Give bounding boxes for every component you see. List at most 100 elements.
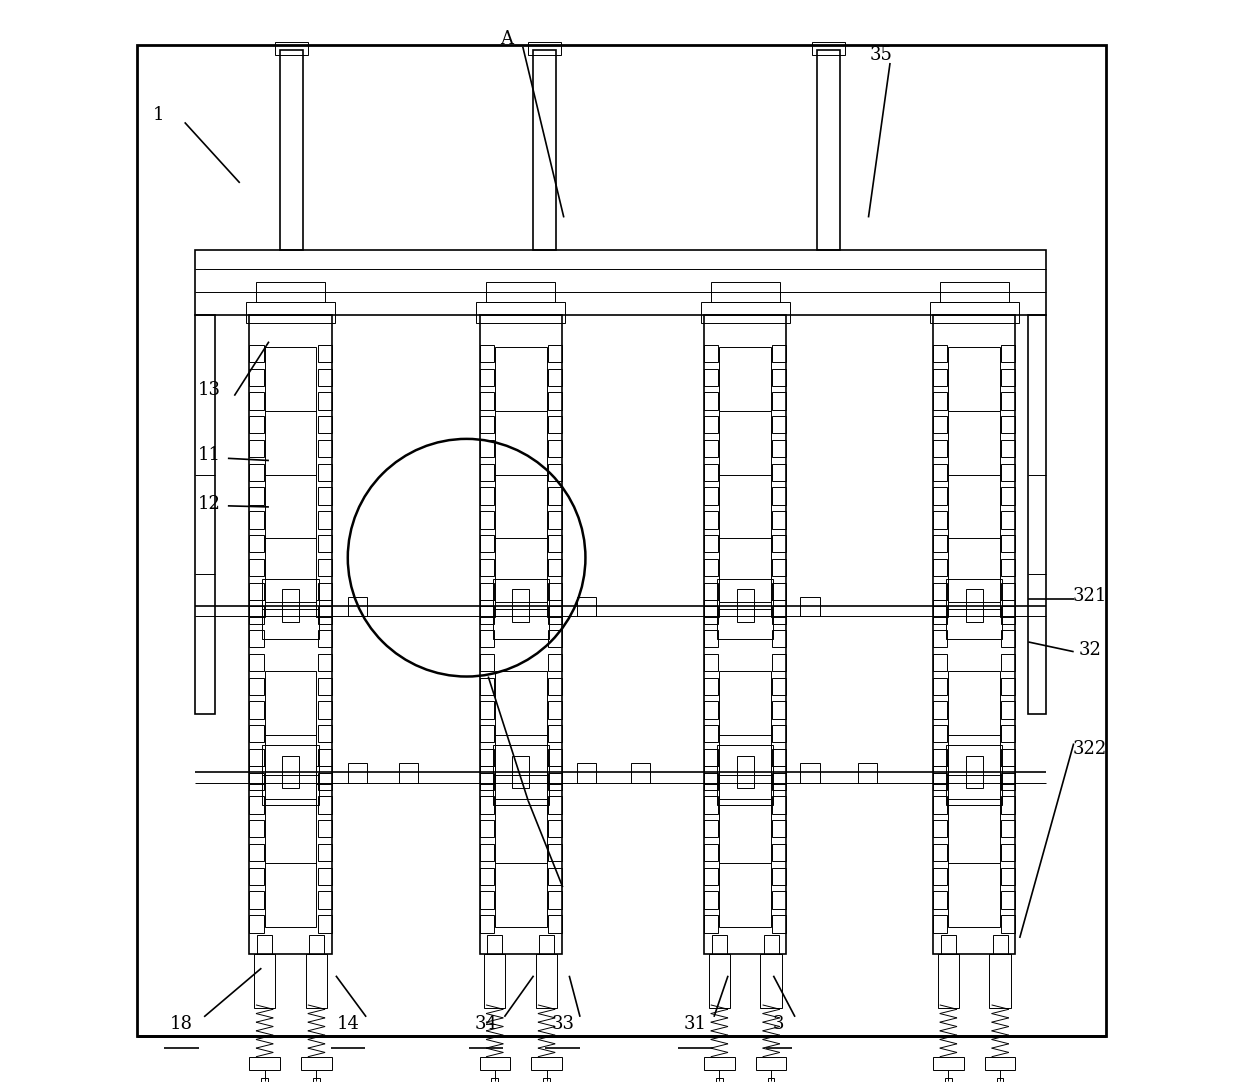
- Bar: [1028, 315, 1045, 715]
- Bar: [480, 654, 494, 671]
- Bar: [138, 44, 1106, 1036]
- Bar: [1002, 535, 1016, 552]
- Bar: [480, 844, 494, 861]
- Bar: [704, 511, 718, 529]
- Bar: [548, 772, 562, 790]
- Bar: [317, 487, 331, 505]
- Bar: [934, 654, 947, 671]
- Bar: [704, 392, 718, 409]
- Bar: [1002, 678, 1016, 695]
- Bar: [263, 745, 319, 806]
- Bar: [305, 954, 327, 1008]
- Bar: [486, 283, 556, 302]
- Bar: [548, 891, 562, 909]
- Bar: [249, 392, 264, 409]
- Bar: [249, 440, 264, 457]
- Bar: [773, 654, 786, 671]
- Bar: [812, 42, 844, 55]
- Bar: [317, 820, 331, 837]
- Bar: [249, 891, 264, 909]
- Bar: [196, 315, 215, 715]
- Bar: [773, 511, 786, 529]
- Bar: [934, 796, 947, 813]
- Bar: [990, 954, 1011, 1008]
- Bar: [930, 302, 1018, 324]
- Bar: [773, 606, 786, 624]
- Bar: [1002, 796, 1016, 813]
- Bar: [737, 756, 754, 788]
- Text: 321: 321: [1073, 587, 1107, 604]
- Bar: [934, 583, 947, 600]
- Bar: [480, 726, 494, 743]
- Bar: [257, 935, 272, 954]
- Bar: [532, 50, 557, 250]
- Bar: [704, 820, 718, 837]
- Bar: [704, 487, 718, 505]
- Bar: [480, 1057, 510, 1070]
- Bar: [480, 606, 494, 624]
- Bar: [940, 283, 1009, 302]
- Bar: [934, 315, 1016, 954]
- Bar: [480, 820, 494, 837]
- Bar: [773, 392, 786, 409]
- Bar: [773, 344, 786, 362]
- Bar: [317, 559, 331, 576]
- Bar: [249, 820, 264, 837]
- Bar: [317, 583, 331, 600]
- Bar: [1002, 606, 1016, 624]
- Bar: [934, 392, 947, 409]
- Bar: [249, 535, 264, 552]
- Bar: [317, 891, 331, 909]
- Bar: [704, 600, 719, 617]
- Bar: [275, 42, 308, 55]
- Bar: [934, 702, 947, 719]
- Bar: [937, 954, 960, 1008]
- Bar: [708, 954, 730, 1008]
- Bar: [934, 678, 947, 695]
- Bar: [1002, 702, 1016, 719]
- Text: 32: 32: [1079, 640, 1101, 658]
- Bar: [934, 606, 947, 624]
- Bar: [480, 464, 494, 481]
- Bar: [249, 559, 264, 576]
- Bar: [773, 867, 786, 885]
- Bar: [934, 772, 947, 790]
- Bar: [934, 844, 947, 861]
- Bar: [495, 347, 547, 602]
- Bar: [317, 606, 331, 624]
- Bar: [773, 820, 786, 837]
- Bar: [1002, 344, 1016, 362]
- Bar: [1002, 867, 1016, 885]
- Bar: [539, 935, 554, 954]
- Bar: [946, 578, 1002, 639]
- Bar: [966, 589, 983, 622]
- Bar: [701, 302, 790, 324]
- Bar: [1002, 464, 1016, 481]
- Bar: [317, 654, 331, 671]
- Bar: [264, 347, 316, 602]
- Bar: [548, 726, 562, 743]
- Bar: [249, 344, 264, 362]
- Bar: [737, 589, 754, 622]
- Bar: [934, 368, 947, 386]
- Bar: [548, 915, 562, 932]
- Bar: [773, 464, 786, 481]
- Bar: [773, 535, 786, 552]
- Bar: [771, 767, 786, 784]
- Bar: [764, 935, 779, 954]
- Bar: [249, 702, 264, 719]
- Bar: [934, 767, 949, 784]
- Bar: [704, 702, 718, 719]
- Bar: [548, 606, 562, 624]
- Bar: [704, 583, 718, 600]
- Bar: [309, 935, 324, 954]
- Bar: [704, 867, 718, 885]
- Bar: [760, 954, 782, 1008]
- Bar: [631, 764, 650, 783]
- Bar: [317, 678, 331, 695]
- Bar: [704, 891, 718, 909]
- Bar: [1002, 583, 1016, 600]
- Bar: [480, 678, 494, 695]
- Bar: [773, 630, 786, 648]
- Bar: [317, 368, 331, 386]
